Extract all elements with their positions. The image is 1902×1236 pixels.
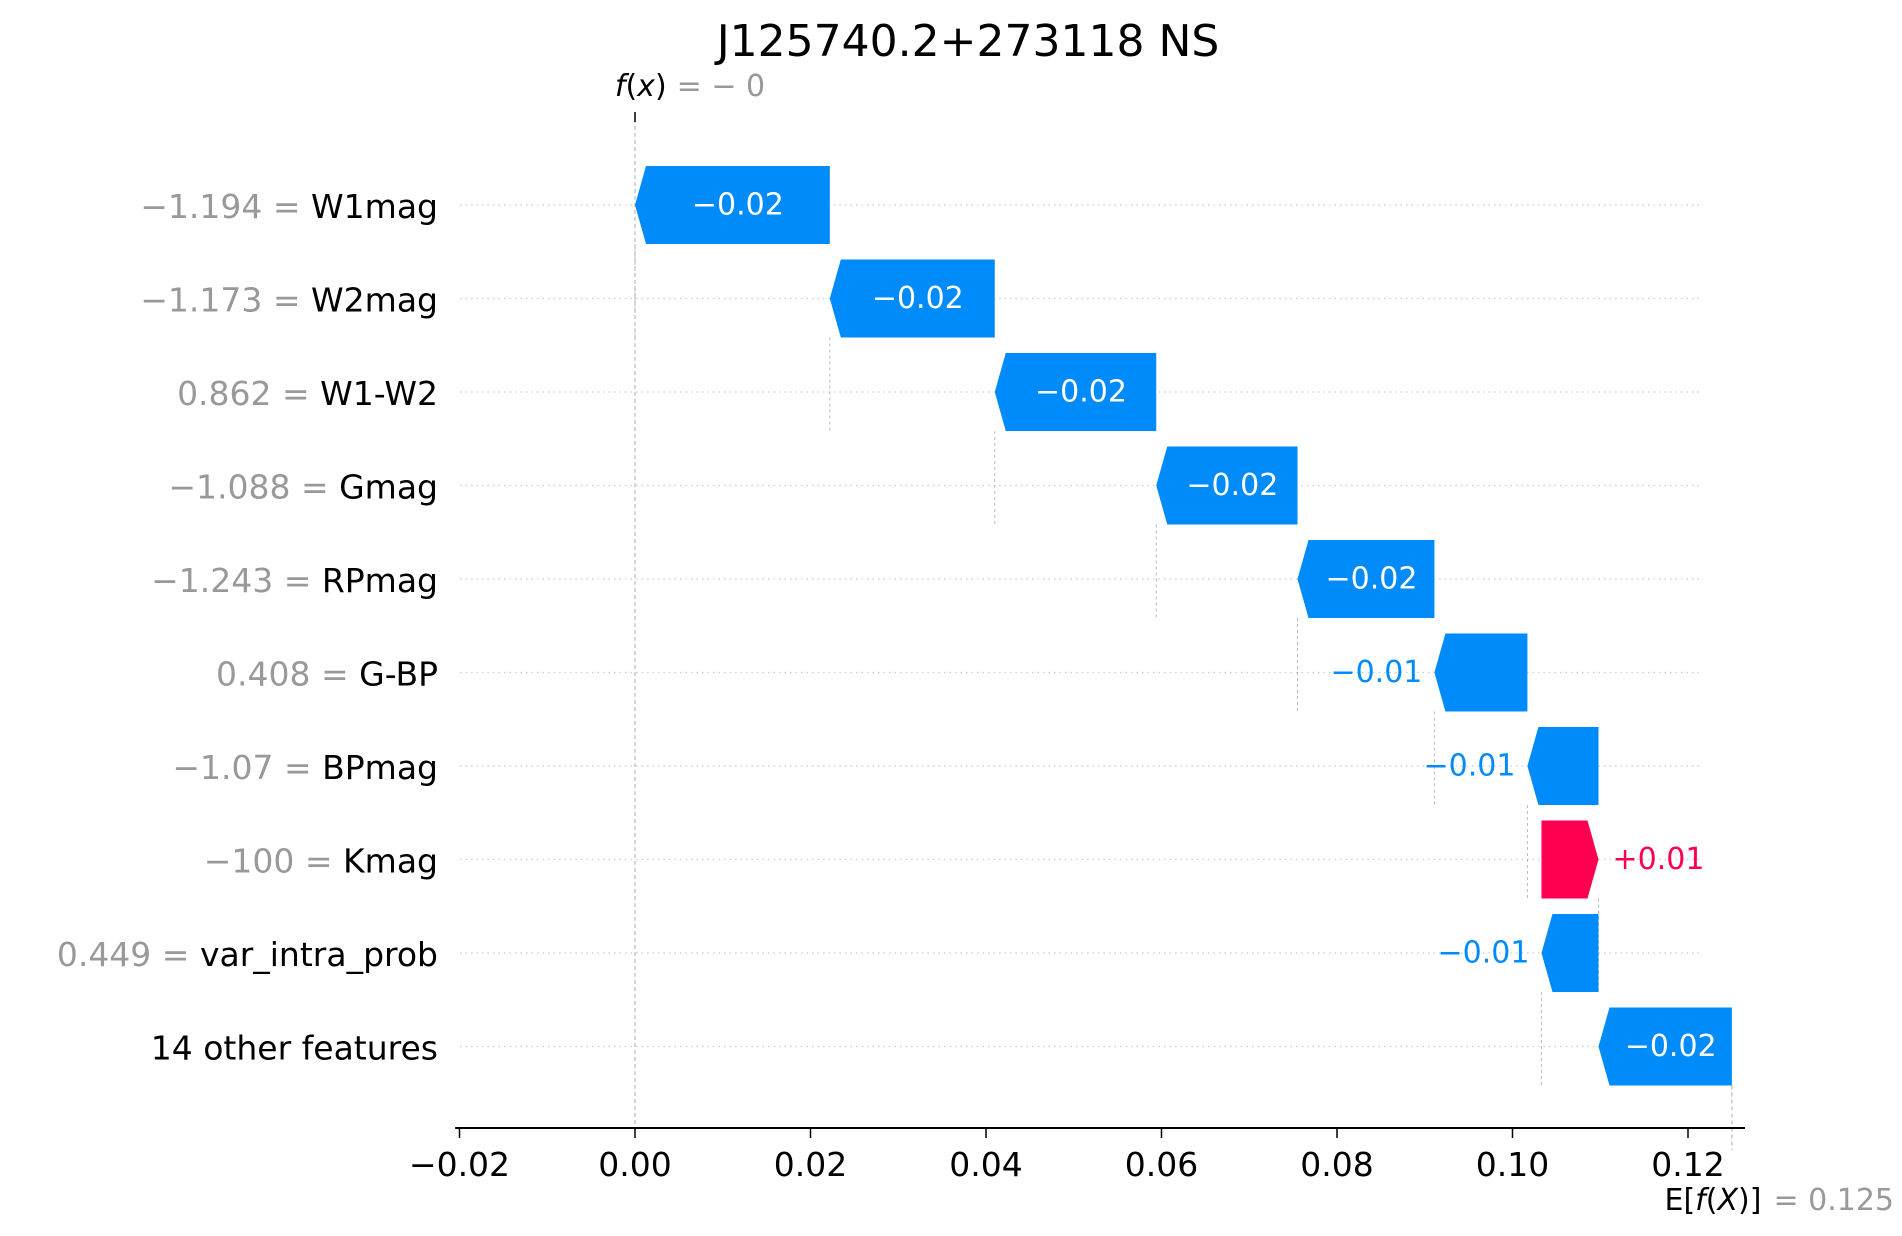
grid-lines bbox=[460, 204, 1700, 1048]
x-tick-label: 0.04 bbox=[949, 1145, 1022, 1184]
bar-value-label: −0.02 bbox=[692, 188, 784, 223]
waterfall-bar bbox=[994, 353, 1157, 431]
fx-annotation: f(x) = − 0 bbox=[615, 69, 765, 104]
guide-lines bbox=[634, 112, 1733, 1150]
waterfall-bar bbox=[1156, 446, 1298, 525]
feature-value: −100 = bbox=[204, 841, 343, 880]
waterfall-bar bbox=[1598, 1007, 1732, 1086]
bars: −0.02 −0.02 −0.02 −0.02 −0.02 −0.01 −0.01 +0.01… bbox=[635, 166, 1732, 1086]
feature-label: −1.173 = W2mag bbox=[140, 280, 438, 319]
feature-name: Kmag bbox=[343, 841, 438, 880]
feature-name: 14 other features bbox=[151, 1028, 438, 1067]
bar-value-label: −0.01 bbox=[1330, 655, 1422, 690]
feature-name: W1-W2 bbox=[320, 374, 438, 413]
efx-value: = 0.125 bbox=[1773, 1183, 1894, 1218]
bar-value-label: −0.02 bbox=[1186, 468, 1278, 503]
feature-name: RPmag bbox=[322, 561, 438, 600]
fx-close-paren: ) bbox=[655, 69, 667, 104]
feature-value: −1.173 = bbox=[140, 280, 311, 319]
feature-name: var_intra_prob bbox=[200, 935, 438, 974]
feature-name: BPmag bbox=[322, 748, 438, 787]
efx-label-mid: ( bbox=[1706, 1183, 1718, 1218]
feature-value: −1.194 = bbox=[140, 187, 311, 226]
bar-value-label: −0.02 bbox=[1325, 562, 1417, 597]
feature-label: −1.088 = Gmag bbox=[168, 467, 438, 506]
feature-value: −1.07 = bbox=[172, 748, 322, 787]
x-tick-label: 0.10 bbox=[1476, 1145, 1549, 1184]
feature-value: 0.449 = bbox=[57, 935, 200, 974]
x-tick-label: 0.00 bbox=[598, 1145, 671, 1184]
chart-title: J125740.2+273118 NS bbox=[714, 16, 1220, 67]
efx-label-post: )] bbox=[1738, 1183, 1761, 1218]
efx-annotation: E[f(X)] = 0.125 bbox=[1665, 1183, 1895, 1218]
x-tick-label: 0.12 bbox=[1651, 1145, 1724, 1184]
feature-label: 0.449 = var_intra_prob bbox=[57, 935, 438, 974]
x-tick-label: 0.06 bbox=[1125, 1145, 1198, 1184]
feature-name: W1mag bbox=[311, 187, 438, 226]
feature-name: Gmag bbox=[339, 467, 438, 506]
waterfall-bar bbox=[1297, 540, 1435, 618]
feature-label: 14 other features bbox=[151, 1028, 438, 1067]
bar-value-label: −0.01 bbox=[1423, 749, 1515, 784]
fx-open-paren: ( bbox=[625, 69, 637, 104]
waterfall-bar bbox=[1541, 820, 1599, 899]
feature-value: 0.862 = bbox=[177, 374, 320, 413]
waterfall-bar bbox=[1527, 727, 1599, 805]
waterfall-bar bbox=[1434, 633, 1528, 712]
x-tick-label: 0.02 bbox=[774, 1145, 847, 1184]
fx-var: x bbox=[636, 69, 655, 104]
feature-labels: −1.194 = W1mag −1.173 = W2mag 0.862 = W1-W… bbox=[57, 187, 438, 1068]
bar-value-label: −0.02 bbox=[1035, 375, 1127, 410]
efx-label-x: X bbox=[1715, 1183, 1739, 1218]
bar-value-label: +0.01 bbox=[1612, 842, 1704, 877]
feature-label: 0.408 = G-BP bbox=[216, 654, 438, 693]
efx-label-pre: E[ bbox=[1665, 1183, 1696, 1218]
feature-value: −1.088 = bbox=[168, 467, 339, 506]
feature-label: −1.194 = W1mag bbox=[140, 187, 438, 226]
bar-value-label: −0.02 bbox=[872, 281, 964, 316]
bar-value-label: −0.02 bbox=[1625, 1029, 1717, 1064]
feature-value: 0.408 = bbox=[216, 654, 359, 693]
fx-value: = − 0 bbox=[677, 69, 765, 104]
x-axis: −0.02 0.00 0.02 0.04 0.06 0.08 0.10 0.12 bbox=[409, 1127, 1746, 1184]
bar-value-label: −0.01 bbox=[1438, 936, 1530, 971]
x-tick-label: −0.02 bbox=[409, 1145, 510, 1184]
feature-value: −1.243 = bbox=[151, 561, 322, 600]
waterfall-bar bbox=[1541, 914, 1599, 992]
feature-label: −1.07 = BPmag bbox=[172, 748, 438, 787]
feature-label: 0.862 = W1-W2 bbox=[177, 374, 438, 413]
x-tick-label: 0.08 bbox=[1300, 1145, 1373, 1184]
feature-name: G-BP bbox=[359, 654, 438, 693]
feature-label: −100 = Kmag bbox=[204, 841, 438, 880]
feature-label: −1.243 = RPmag bbox=[151, 561, 438, 600]
feature-name: W2mag bbox=[311, 280, 438, 319]
waterfall-bar bbox=[635, 166, 830, 244]
waterfall-bar bbox=[829, 259, 995, 338]
